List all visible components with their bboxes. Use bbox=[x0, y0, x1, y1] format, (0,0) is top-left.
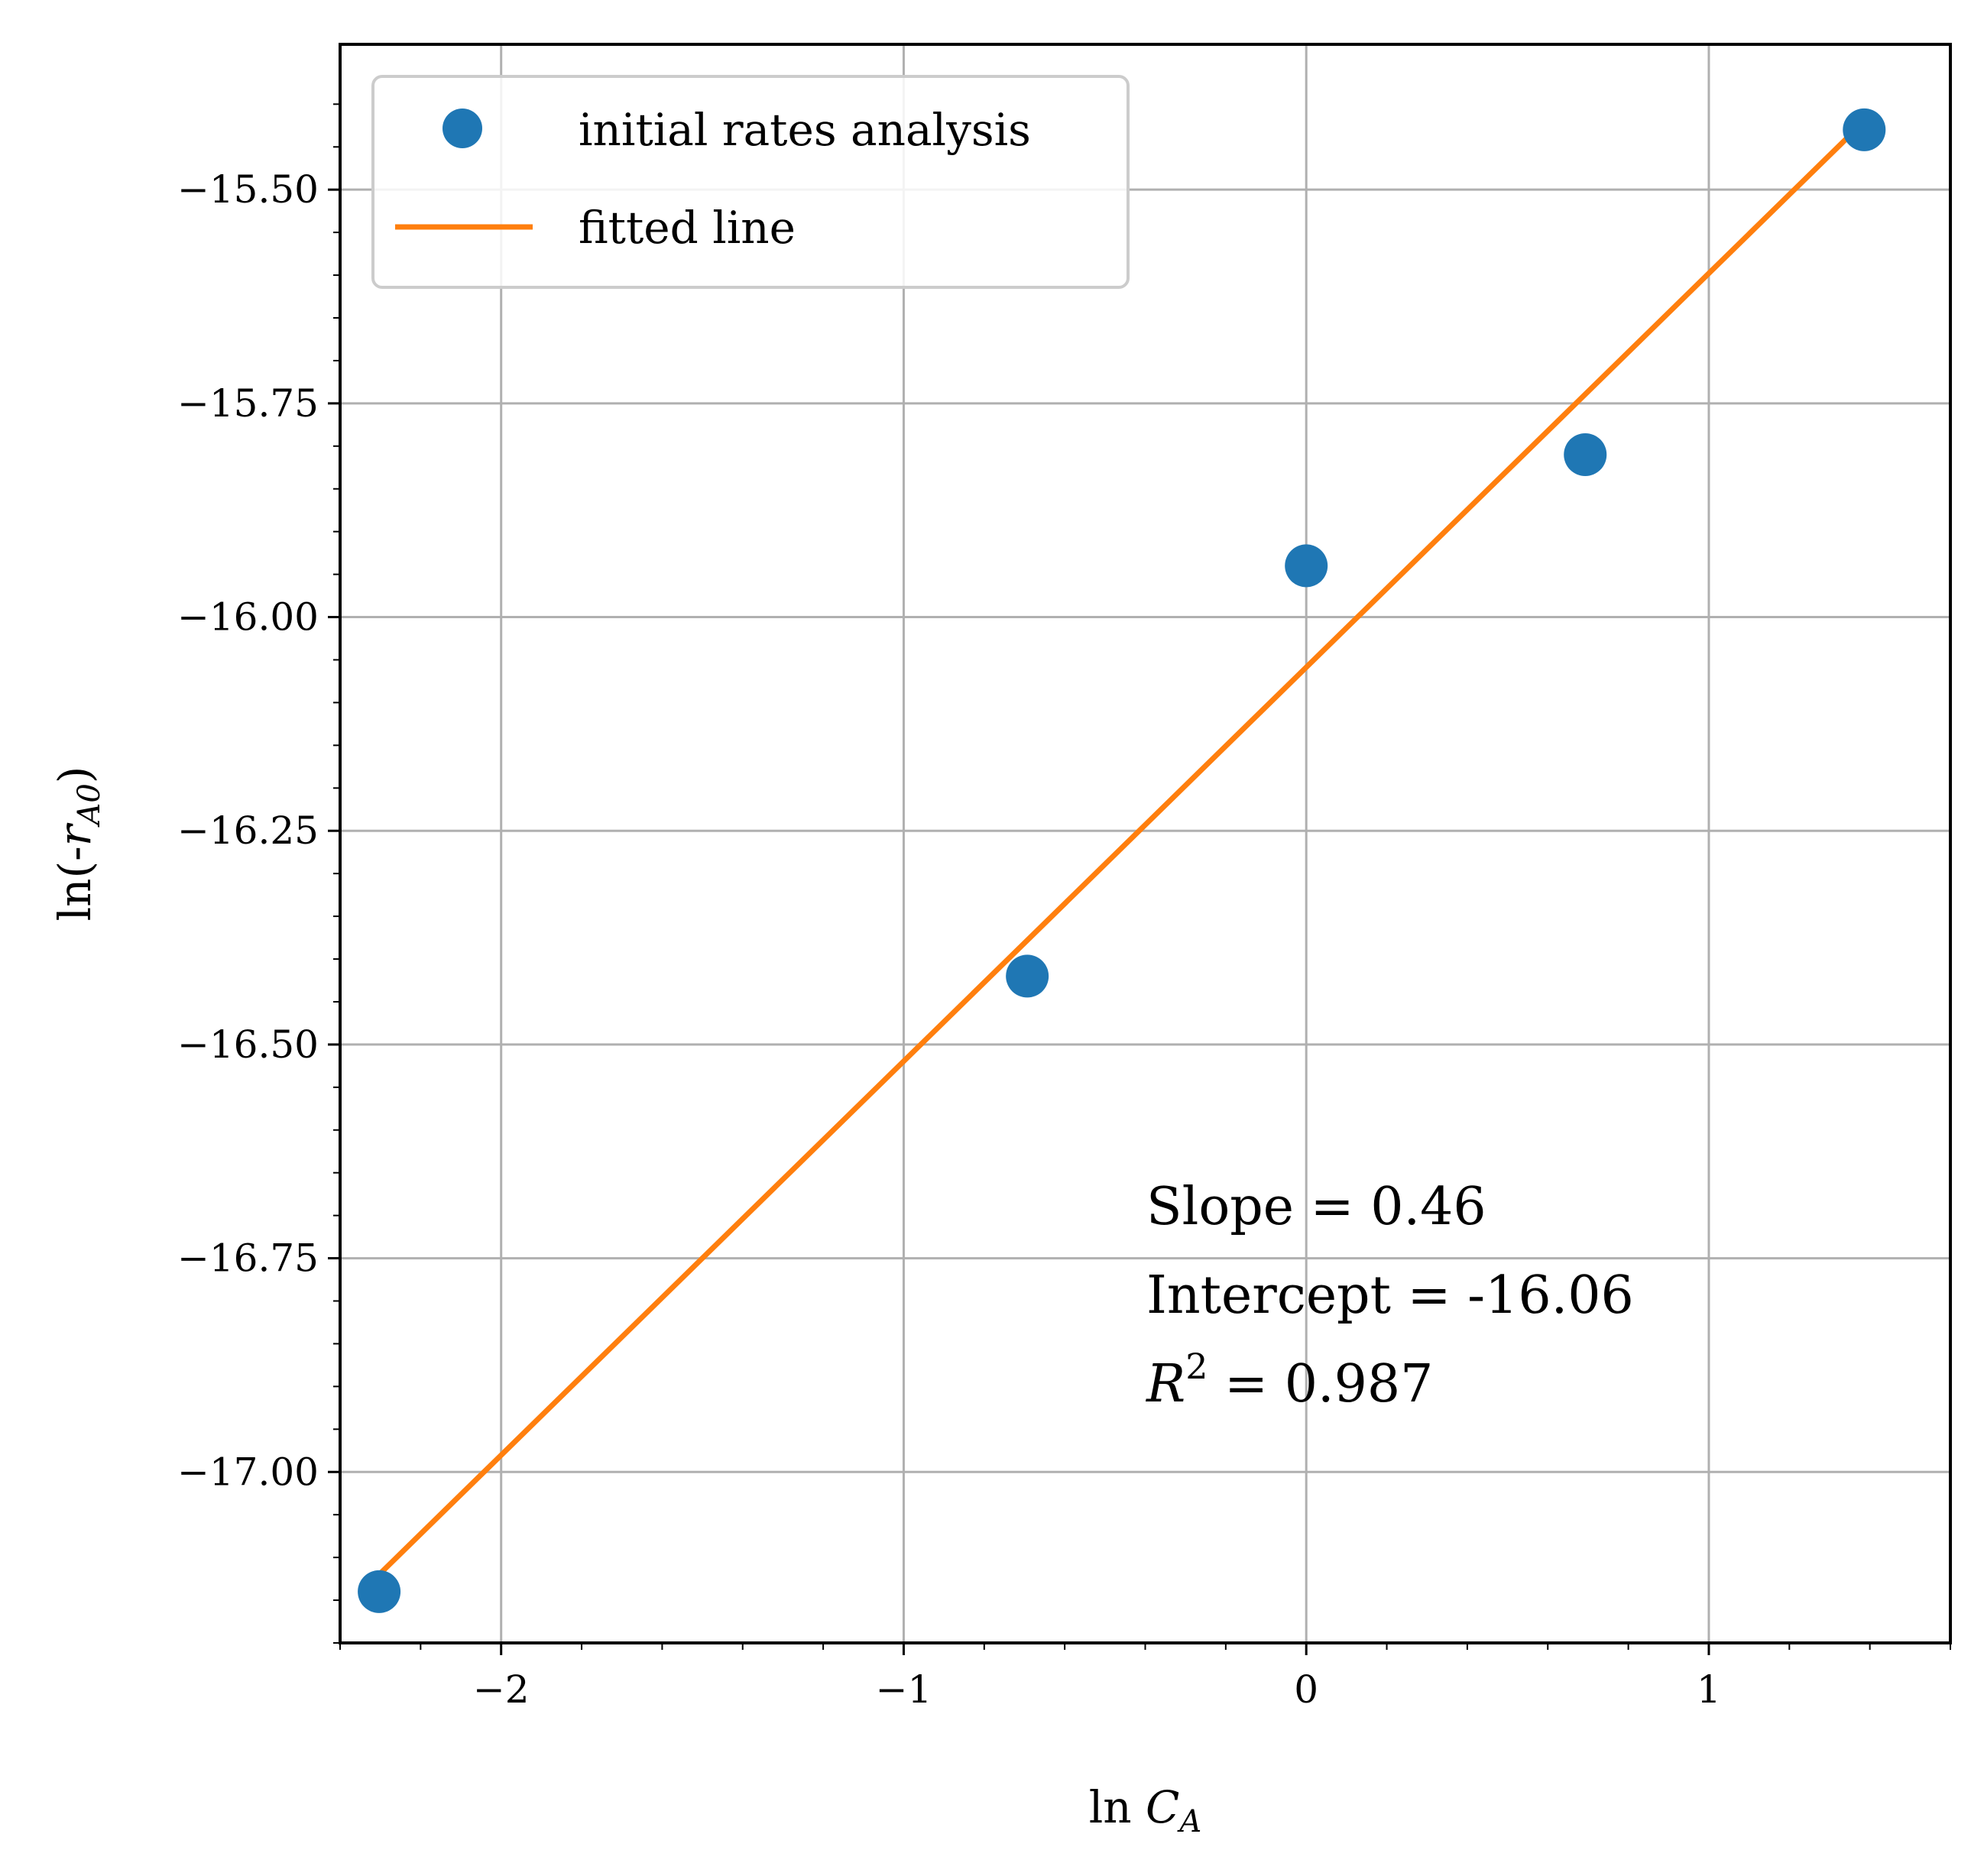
legend-marker-scatter bbox=[443, 109, 482, 148]
legend-frame bbox=[371, 75, 1130, 289]
grid bbox=[340, 44, 1950, 1643]
slope-annotation: Slope = 0.46 bbox=[1146, 1177, 1486, 1237]
y-tick-label: −16.50 bbox=[177, 1022, 319, 1067]
legend: initial rates analysis fitted line bbox=[371, 75, 1130, 289]
x-tick-label: −1 bbox=[876, 1667, 932, 1712]
y-axis-label: ln(-rA0) bbox=[49, 766, 107, 922]
axes-frame bbox=[339, 43, 1952, 1644]
x-axis-label: ln CA bbox=[1089, 1781, 1202, 1839]
y-tick-label: −16.25 bbox=[177, 808, 319, 853]
x-tick-label: −2 bbox=[473, 1667, 530, 1712]
y-tick-label: −15.50 bbox=[177, 167, 319, 212]
data-point bbox=[1006, 954, 1049, 998]
y-axis: −15.50 −15.75 −16.00 −16.25 −16.50 −16.75 −17.… bbox=[177, 167, 340, 1494]
x-tick-label: 0 bbox=[1294, 1667, 1318, 1712]
data-point bbox=[1564, 433, 1607, 476]
r-squared-annotation: R2 = 0.987 bbox=[1145, 1346, 1433, 1414]
intercept-annotation: Intercept = -16.06 bbox=[1146, 1265, 1634, 1326]
x-axis: −2 −1 0 1 bbox=[473, 1643, 1721, 1712]
plot-content bbox=[358, 108, 1886, 1613]
y-tick-label: −16.75 bbox=[177, 1236, 319, 1281]
y-tick-label: −17.00 bbox=[177, 1450, 319, 1494]
legend-label-scatter: initial rates analysis bbox=[579, 104, 1031, 156]
y-tick-label: −16.00 bbox=[177, 595, 319, 640]
fit-annotations: Slope = 0.46 Intercept = -16.06 R2 = 0.9… bbox=[1145, 1177, 1634, 1414]
fitted-line bbox=[376, 118, 1867, 1578]
legend-label-line: fitted line bbox=[579, 202, 796, 254]
data-point bbox=[1843, 108, 1886, 151]
data-point bbox=[358, 1570, 401, 1613]
x-tick-label: 1 bbox=[1697, 1667, 1721, 1712]
y-tick-label: −15.75 bbox=[177, 381, 319, 426]
data-point bbox=[1285, 544, 1328, 588]
